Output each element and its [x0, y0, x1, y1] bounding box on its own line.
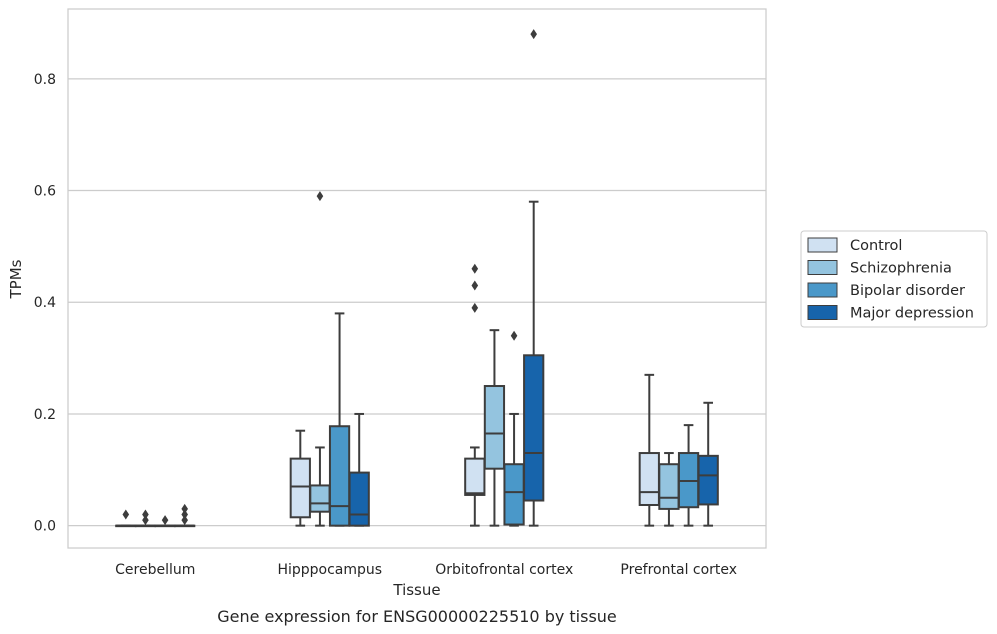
box	[697, 454, 719, 506]
outlier-point	[181, 503, 188, 514]
outlier-point	[142, 515, 149, 526]
outlier-point	[471, 302, 479, 313]
outlier-point	[510, 330, 518, 341]
y-tick-labels: 0.0 0.2 0.4 0.6 0.8	[34, 72, 56, 535]
outlier-point	[142, 509, 149, 520]
box-group	[289, 429, 311, 527]
x-tick-label: Orbitofrontal cortex	[435, 562, 573, 578]
legend-swatch	[807, 260, 838, 275]
outlier-point	[161, 515, 169, 526]
chart-caption: Gene expression for ENSG00000225510 by t…	[217, 607, 617, 626]
box-marks	[115, 29, 719, 528]
outlier-point	[316, 191, 324, 202]
box	[348, 471, 370, 527]
box-group	[348, 412, 370, 527]
y-axis-label: TPMs	[7, 259, 25, 299]
series-major-depression	[174, 29, 719, 528]
legend-swatch	[807, 305, 838, 320]
box	[483, 385, 506, 470]
box-group	[697, 401, 719, 527]
box	[658, 463, 680, 510]
box-group	[483, 329, 506, 527]
box	[464, 457, 486, 496]
box-group	[503, 330, 525, 527]
series-schizophrenia	[134, 191, 680, 528]
legend-entry: Schizophrenia	[807, 260, 952, 277]
legend-entry: Bipolar disorder	[807, 282, 965, 299]
plot-area-frame	[67, 8, 767, 549]
series-bipolar-disorder	[154, 312, 700, 528]
box-group	[677, 424, 700, 527]
box	[309, 484, 331, 513]
box-group	[309, 191, 331, 527]
box-group	[115, 509, 137, 528]
box	[638, 452, 660, 506]
y-tick-label: 0.8	[34, 72, 56, 88]
box-group	[638, 373, 660, 527]
box-group	[658, 452, 680, 527]
legend-label: Control	[850, 238, 902, 254]
y-tick-label: 0.6	[34, 184, 56, 200]
y-tick-label: 0.0	[34, 519, 56, 535]
box-group	[328, 312, 351, 527]
x-tick-label: Cerebellum	[115, 562, 195, 578]
legend-swatch	[807, 282, 838, 298]
box-group	[154, 515, 176, 528]
outlier-point	[471, 263, 479, 274]
outlier-point	[181, 509, 188, 520]
box-group	[464, 263, 486, 527]
outlier-point	[530, 29, 537, 40]
x-tick-label: Prefrontal cortex	[620, 562, 737, 578]
legend-label: Bipolar disorder	[850, 283, 965, 299]
legend-swatch	[807, 237, 838, 253]
y-tick-label: 0.2	[34, 407, 56, 423]
legend-label: Major depression	[850, 306, 974, 322]
legend-entry: Control	[807, 237, 902, 254]
box	[289, 457, 311, 519]
box	[328, 425, 351, 527]
box	[523, 354, 545, 502]
legend-frame	[800, 230, 988, 328]
outlier-point	[122, 509, 130, 520]
legend-label: Schizophrenia	[850, 261, 952, 277]
legend: Control Schizophrenia Bipolar disorder Majo…	[800, 230, 988, 328]
legend-entry: Major depression	[807, 305, 974, 322]
box-group	[134, 509, 157, 528]
box	[503, 463, 525, 526]
series-control	[115, 263, 660, 528]
gridlines	[68, 78, 766, 527]
box-group	[523, 29, 545, 527]
box-group	[174, 503, 196, 528]
x-axis-label: Tissue	[392, 581, 440, 599]
y-tick-label: 0.4	[34, 295, 56, 311]
x-tick-labels: Cerebellum Hipppocampus Orbitofrontal cort…	[115, 562, 737, 578]
outlier-point	[471, 280, 479, 291]
outlier-point	[181, 515, 188, 526]
x-tick-label: Hipppocampus	[277, 562, 382, 578]
